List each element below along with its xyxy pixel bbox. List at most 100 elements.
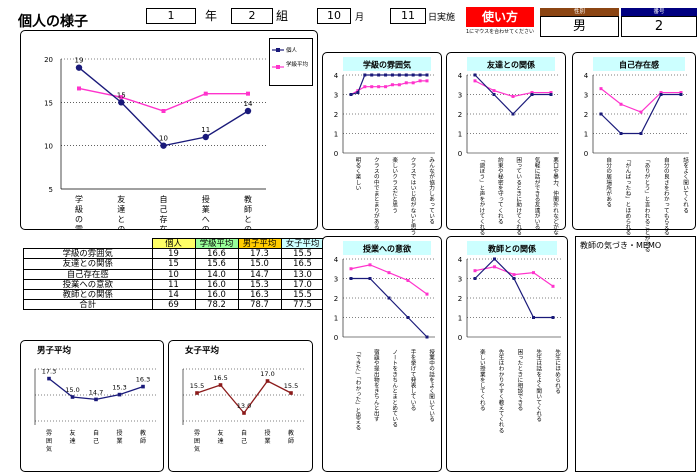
cell: 14 bbox=[151, 288, 196, 301]
tile-item: みんなが協力しあっている bbox=[428, 157, 434, 225]
x-tick-label-char: 友 bbox=[117, 194, 125, 204]
table-row: 自己存在感 10 14.0 14.7 13.0 bbox=[23, 268, 325, 280]
y-tick-label: 0 bbox=[458, 334, 462, 342]
tile-chart: 教師との関係 4 3 2 1 0 bbox=[458, 241, 561, 342]
x-tick-label-char: の bbox=[75, 215, 83, 224]
data-point bbox=[639, 132, 643, 135]
tile-title-bg bbox=[593, 57, 685, 71]
data-label: 13.0 bbox=[237, 402, 251, 410]
data-point bbox=[530, 93, 534, 96]
tile-title-bg bbox=[467, 57, 555, 71]
data-point bbox=[356, 89, 360, 93]
col-boy-avg: 男子平均 bbox=[237, 237, 282, 250]
data-point bbox=[511, 112, 515, 116]
table-row: 授業への意欲 11 16.0 15.3 17.0 bbox=[23, 278, 325, 290]
data-point bbox=[202, 133, 209, 141]
y-tick-label: 3 bbox=[584, 92, 588, 100]
tile-chart: 授業への意欲 4 3 2 1 0 bbox=[334, 241, 435, 342]
y-tick-label: 1 bbox=[458, 315, 462, 323]
y-tick-label: 1 bbox=[584, 131, 588, 139]
data-point bbox=[117, 392, 122, 397]
tile-item: 先生はわかりやすく教えてくれる bbox=[497, 349, 504, 433]
series-line bbox=[350, 80, 427, 96]
tile-title-bg bbox=[343, 57, 431, 71]
data-point bbox=[532, 271, 535, 275]
data-point bbox=[397, 73, 401, 77]
data-point bbox=[473, 73, 477, 77]
tile-item: 話をよく聞いてくれる bbox=[682, 157, 688, 213]
y-tick-label: 3 bbox=[458, 92, 462, 100]
row-label: 教師との関係 bbox=[23, 288, 153, 301]
day-input[interactable]: 11 bbox=[390, 8, 426, 24]
usage-button[interactable]: 使い方 bbox=[466, 7, 534, 27]
tile-item: 約束や秘密を守ってくれる bbox=[496, 157, 503, 225]
cell: 78.2 bbox=[194, 299, 239, 311]
series-line-class-avg bbox=[78, 87, 248, 112]
tile-item: 悪口や暴力、仲間外れなどがない bbox=[552, 157, 558, 241]
data-point bbox=[289, 391, 293, 395]
data-label: 11 bbox=[201, 126, 210, 134]
data-point bbox=[349, 277, 353, 280]
class-unit: 組 bbox=[276, 9, 289, 23]
cell: 77.5 bbox=[280, 299, 325, 311]
data-point bbox=[265, 379, 270, 383]
cell: 16.6 bbox=[194, 248, 239, 260]
cell: 10 bbox=[151, 268, 196, 280]
data-point bbox=[370, 85, 374, 89]
x-tick-label-char: と bbox=[117, 215, 125, 224]
data-point bbox=[75, 64, 83, 71]
summary-header-row: 個人 学級平均 男子平均 女子平均 bbox=[24, 237, 325, 250]
table-row: 学級の雰囲気 19 16.6 17.3 15.5 bbox=[23, 248, 325, 260]
series-line bbox=[351, 277, 428, 338]
x-tick-label-char: 学 bbox=[75, 194, 83, 204]
tile-class-motivation: 授業への意欲 4 3 2 1 0 授業中の話をよく聞いている 手を挙げて発表している ノートを… bbox=[322, 236, 442, 472]
tile-item: 楽しいクラスだと思う bbox=[391, 157, 398, 213]
tile-item: 先生にほめられる bbox=[554, 349, 560, 394]
data-point bbox=[94, 397, 98, 402]
cell: 15.6 bbox=[194, 258, 239, 270]
legend-class-avg-label: 学級平均 bbox=[286, 62, 309, 68]
y-tick-label: 2 bbox=[334, 295, 338, 303]
tile-item: 自分の良さをわかってもらえる bbox=[662, 157, 669, 236]
main-chart: 2015105学級の雰囲気友達との関係自己存在感授業への意欲教師との関係1915… bbox=[44, 56, 266, 229]
y-tick-label: 1 bbox=[334, 131, 338, 139]
data-label: 15 bbox=[117, 91, 126, 99]
data-point bbox=[425, 73, 429, 77]
gender-value[interactable]: 男 bbox=[540, 16, 619, 37]
y-tick-label: 4 bbox=[458, 256, 463, 264]
data-point bbox=[119, 95, 124, 100]
class-input[interactable]: 2 bbox=[231, 8, 273, 24]
data-point bbox=[363, 73, 367, 77]
data-point bbox=[493, 257, 496, 261]
cell: 16.0 bbox=[194, 288, 239, 301]
tile-item: 困ったときに相談できる bbox=[516, 349, 523, 411]
data-point bbox=[532, 316, 535, 319]
data-point bbox=[599, 87, 603, 91]
data-point bbox=[549, 93, 553, 96]
data-point bbox=[195, 391, 199, 395]
cell: 11 bbox=[151, 278, 196, 290]
x-tick-label-char: へ bbox=[202, 215, 210, 224]
data-point bbox=[349, 93, 353, 96]
data-label: 10 bbox=[159, 135, 168, 143]
cell: 15.5 bbox=[280, 288, 325, 301]
grade-input[interactable]: 1 bbox=[146, 8, 196, 24]
y-tick-label: 4 bbox=[334, 256, 339, 264]
x-tick-label-char: の bbox=[244, 225, 252, 229]
data-point bbox=[551, 284, 555, 288]
boy-chart: 男子平均 17.3 15.0 14.7 15.3 16.3 雰囲気 友達 自己 授業 教師 bbox=[34, 345, 157, 453]
memo-box[interactable]: 教師の気づき・MEMO bbox=[575, 236, 696, 472]
data-point bbox=[425, 292, 429, 296]
x-tick-label-char: 雰 bbox=[75, 225, 83, 229]
data-point bbox=[492, 93, 496, 96]
data-point bbox=[370, 73, 374, 77]
row-label: 自己存在感 bbox=[23, 268, 153, 280]
data-point bbox=[384, 73, 388, 77]
data-point bbox=[679, 93, 683, 96]
month-input[interactable]: 10 bbox=[317, 8, 351, 24]
x-tick-label-char: 授 bbox=[264, 429, 270, 437]
girl-chart-title: 女子平均 bbox=[185, 345, 220, 356]
number-value[interactable]: 2 bbox=[621, 16, 697, 37]
tile-item: 明るく楽しい bbox=[354, 157, 361, 191]
x-tick-label-char: 自 bbox=[93, 429, 99, 437]
